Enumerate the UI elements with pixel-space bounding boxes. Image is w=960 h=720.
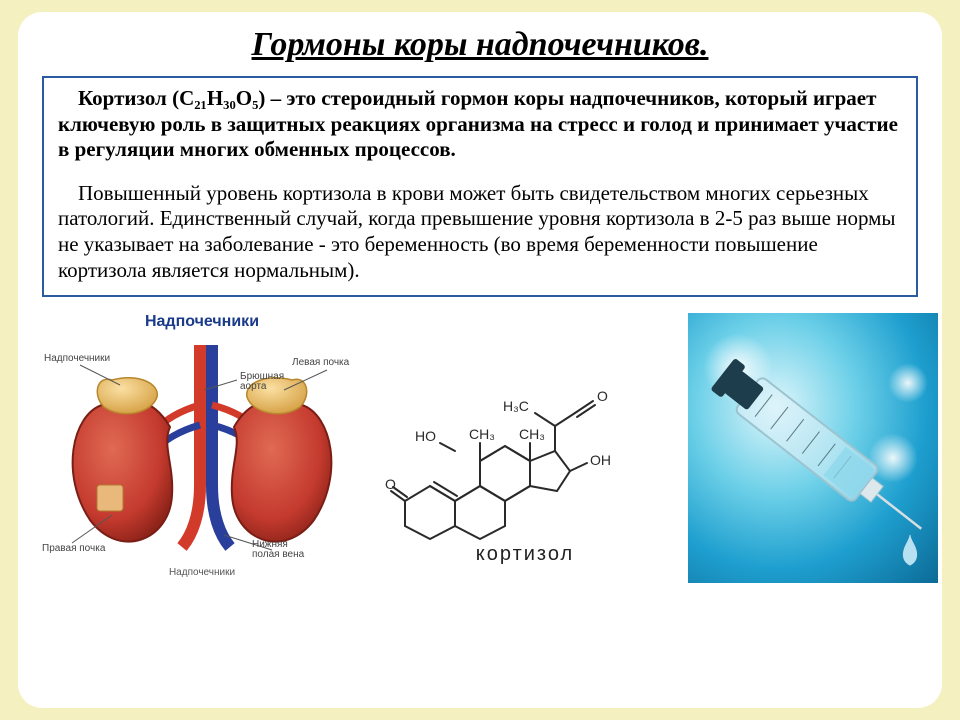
syringe-photo <box>688 313 938 583</box>
kidney-caption: Надпочечники <box>42 567 362 578</box>
paragraph-bold: Кортизол (C₂₁H₃₀O₅) – это стероидный гор… <box>58 86 902 163</box>
atom-ch3a: CH₃ <box>469 426 495 442</box>
atom-o1: O <box>597 388 608 404</box>
cortisol-caption: кортизол <box>476 543 574 566</box>
slide-card: Гормоны коры надпочечников. Кортизол (C₂… <box>18 12 942 708</box>
description-box: Кортизол (C₂₁H₃₀O₅) – это стероидный гор… <box>42 76 918 297</box>
label-left-kidney: Левая почка <box>292 357 350 368</box>
kidney-svg: Надпочечники Левая почка Брюшнаяаорта Пр… <box>42 335 362 565</box>
atom-o2: O <box>385 476 396 492</box>
syringe-svg <box>688 313 938 583</box>
para2-text: Повышенный уровень кортизола в крови мож… <box>58 181 896 282</box>
cortisol-structure: O HO CH₃ CH₃ OH H₃C O кортизол <box>380 313 670 583</box>
atom-oh1: HO <box>415 428 436 444</box>
cortisol-svg: O HO CH₃ CH₃ OH H₃C O <box>385 331 665 541</box>
image-row: Надпочечники <box>42 313 918 583</box>
atom-ch3top: H₃C <box>503 398 529 414</box>
label-vena-cava: Нижняяполая вена <box>252 539 305 560</box>
atom-ch3b: CH₃ <box>519 426 545 442</box>
label-adrenal: Надпочечники <box>44 353 110 364</box>
atom-oh2: OH <box>590 452 611 468</box>
page-title: Гормоны коры надпочечников. <box>42 26 918 64</box>
kidney-diagram: Надпочечники <box>42 313 362 583</box>
kidney-title: Надпочечники <box>42 313 362 331</box>
para1-text: Кортизол (C₂₁H₃₀O₅) – это стероидный гор… <box>58 86 898 161</box>
label-right-kidney: Правая почка <box>42 543 106 554</box>
paragraph-normal: Повышенный уровень кортизола в крови мож… <box>58 181 902 283</box>
